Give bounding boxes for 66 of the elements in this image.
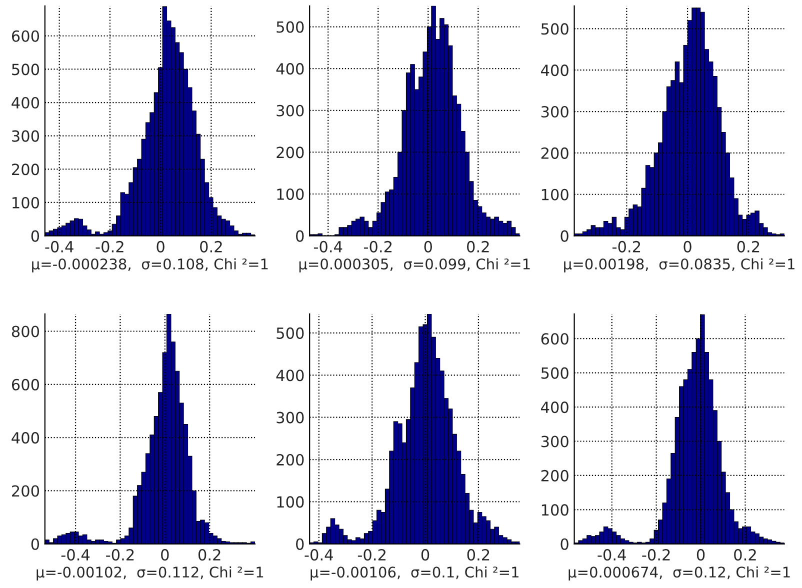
- x-tick-label: -0.2: [358, 549, 386, 561]
- y-tick-label: 500: [276, 21, 304, 33]
- y-tick-label: 0: [560, 230, 568, 242]
- y-tick-label: 0: [296, 230, 304, 242]
- x-tick-label: 0.2: [467, 240, 489, 252]
- y-tick-label: 200: [541, 147, 568, 159]
- x-tick-label: -0.4: [314, 240, 342, 252]
- x-axis-title: μ=-0.000238, σ=0.108, Chi ²=1: [32, 258, 268, 272]
- y-tick-label: 300: [541, 436, 568, 448]
- x-axis-title: μ=0.000674, σ=0.12, Chi ²=1: [568, 566, 790, 580]
- y-tick-label: 200: [276, 454, 304, 466]
- x-tick-label: 0: [421, 549, 430, 561]
- y-tick-label: 800: [12, 326, 40, 338]
- y-tick-label: 200: [12, 164, 40, 176]
- y-tick-label: 100: [12, 196, 40, 208]
- y-tick-label: 500: [12, 64, 40, 76]
- y-tick-label: 400: [276, 370, 304, 382]
- x-tick-label: -0.2: [642, 549, 670, 561]
- x-tick-label: -0.4: [61, 549, 90, 561]
- y-tick-label: 600: [12, 30, 40, 42]
- x-tick-label: 0: [424, 240, 432, 252]
- y-tick-label: 400: [541, 402, 568, 414]
- y-tick-label: 500: [541, 367, 568, 379]
- y-tick-label: 500: [276, 327, 304, 339]
- x-axis-title: μ=-0.00102, σ=0.112, Chi ²=1: [36, 566, 264, 580]
- y-tick-label: 400: [541, 64, 568, 76]
- x-axis-title: μ=-0.00106, σ=0.1, Chi ²=1: [310, 566, 518, 580]
- y-tick-label: 300: [12, 130, 40, 142]
- x-tick-label: 0.2: [200, 240, 222, 252]
- x-tick-label: -0.2: [106, 549, 134, 561]
- y-tick-label: 400: [276, 63, 304, 75]
- y-tick-label: 200: [12, 485, 40, 497]
- x-axis-title: μ=0.000305, σ=0.099, Chi ²=1: [299, 258, 530, 272]
- y-tick-label: 200: [541, 470, 568, 482]
- x-tick-label: -0.2: [96, 240, 124, 252]
- x-tick-label: -0.4: [45, 240, 74, 252]
- x-tick-label: 0.2: [198, 549, 220, 561]
- y-tick-label: 400: [12, 96, 40, 109]
- x-tick-label: 0: [161, 549, 169, 561]
- x-tick-label: -0.2: [612, 240, 640, 252]
- y-tick-label: 200: [276, 146, 304, 158]
- x-axis-title: μ=0.00198, σ=0.0835, Chi ²=1: [564, 258, 794, 272]
- y-tick-label: 0: [560, 538, 568, 550]
- x-tick-label: -0.2: [364, 240, 392, 252]
- y-tick-label: 100: [542, 504, 568, 516]
- x-tick-label: 0: [696, 549, 705, 561]
- y-tick-label: 600: [541, 333, 568, 345]
- y-tick-label: 100: [542, 188, 568, 200]
- x-tick-label: -0.4: [598, 549, 626, 561]
- x-tick-label: 0.2: [737, 240, 760, 252]
- x-tick-label: 0: [684, 240, 692, 252]
- y-tick-label: 100: [277, 188, 304, 200]
- y-tick-label: 400: [12, 432, 40, 444]
- y-tick-label: 0: [31, 230, 40, 242]
- x-tick-label: 0: [156, 240, 164, 252]
- y-tick-label: 300: [276, 104, 304, 116]
- x-tick-label: 0.2: [734, 549, 756, 561]
- x-tick-label: 0.2: [467, 549, 490, 561]
- y-tick-label: 100: [277, 496, 304, 508]
- y-tick-label: 0: [296, 538, 304, 550]
- y-tick-label: 600: [12, 378, 40, 390]
- y-tick-label: 300: [541, 106, 568, 118]
- y-tick-label: 500: [541, 23, 568, 35]
- x-tick-label: -0.4: [304, 549, 333, 561]
- y-tick-label: 0: [31, 538, 40, 550]
- y-tick-label: 300: [276, 412, 304, 424]
